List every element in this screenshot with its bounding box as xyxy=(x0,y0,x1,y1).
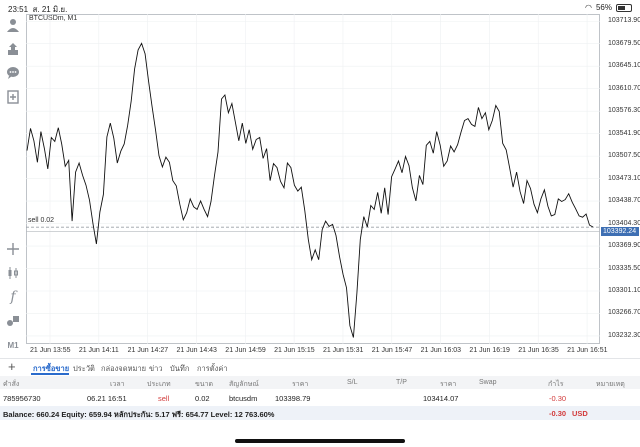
col-profit: กำไร xyxy=(548,381,564,388)
position-open-price: 103398.79 xyxy=(275,394,311,403)
x-tick-label: 21 Jun 15:47 xyxy=(371,347,413,354)
indicator-f-icon[interactable]: f xyxy=(10,289,16,305)
x-tick-label: 21 Jun 14:43 xyxy=(176,347,217,354)
y-tick-label: 103266.70 xyxy=(608,309,640,317)
deposit-icon[interactable] xyxy=(4,40,22,58)
x-tick-label: 21 Jun 14:11 xyxy=(78,347,119,354)
position-price: 103414.07 xyxy=(423,394,459,403)
user-icon[interactable] xyxy=(4,16,22,34)
chart-symbol-label: BTCUSDm, M1 xyxy=(29,15,78,22)
y-tick-label: 103679.50 xyxy=(608,39,640,47)
x-tick-label: 21 Jun 16:03 xyxy=(420,347,462,354)
crosshair-icon[interactable] xyxy=(4,240,22,258)
y-tick-label: 103610.70 xyxy=(608,84,640,92)
objects-icon[interactable] xyxy=(4,312,22,330)
col-type: ประเภท xyxy=(147,381,171,388)
account-summary-text: Balance: 660.24 Equity: 659.94 หลักประกั… xyxy=(3,410,275,419)
battery-icon xyxy=(616,3,632,12)
x-tick-label: 21 Jun 15:15 xyxy=(274,347,315,354)
y-tick-label: 103576.30 xyxy=(608,107,640,115)
tab-journal[interactable]: บันทึก xyxy=(170,364,190,373)
status-bar: 23:51 ส. 21 มิ.ย. ◠ 56% xyxy=(0,0,640,14)
tab-history[interactable]: ประวัติ xyxy=(73,364,95,373)
price-chart[interactable]: BTCUSDm, M1 103713.90 103679.50 103645.10 1… xyxy=(26,14,640,358)
position-type: sell xyxy=(158,394,170,403)
position-symbol: btcusdm xyxy=(229,394,258,403)
y-tick-label: 103369.90 xyxy=(608,242,640,250)
total-profit: -0.30 xyxy=(549,409,567,418)
y-tick-label: 103404.30 xyxy=(608,219,640,227)
battery-percent: 56% xyxy=(595,3,612,12)
x-tick-label: 21 Jun 14:27 xyxy=(127,347,169,354)
y-tick-label: 103713.90 xyxy=(608,17,640,25)
col-size: ขนาด xyxy=(195,381,214,388)
y-tick-label: 103438.70 xyxy=(608,197,640,205)
y-tick-label: 103232.30 xyxy=(608,331,640,339)
wifi-icon: ◠ xyxy=(585,3,592,12)
account-summary: Balance: 660.24 Equity: 659.94 หลักประกั… xyxy=(0,406,640,420)
price-series-line xyxy=(26,42,594,338)
terminal-tabs: + การซื้อขาย ประวัติ กล่องจดหมาย ข่าว บั… xyxy=(0,358,640,375)
y-tick-label: 103335.50 xyxy=(608,264,640,272)
add-order-icon[interactable]: + xyxy=(8,359,16,374)
position-profit: -0.30 xyxy=(549,394,567,403)
x-tick-label: 21 Jun 16:19 xyxy=(469,347,510,354)
tab-trade[interactable]: การซื้อขาย xyxy=(33,364,70,373)
position-row[interactable]: 785956730 06.21 16:51 sell 0.02 btcusdm … xyxy=(0,391,640,405)
chart-canvas[interactable] xyxy=(26,14,640,358)
position-time: 06.21 16:51 xyxy=(87,394,127,403)
position-size: 0.02 xyxy=(195,394,210,403)
x-tick-label: 21 Jun 13:55 xyxy=(30,347,71,354)
timeframe-button[interactable]: M1 xyxy=(7,340,19,350)
col-current-price: ราคา xyxy=(440,381,457,388)
plot-area xyxy=(26,14,600,344)
x-tick-label: 21 Jun 16:51 xyxy=(567,347,608,354)
status-right: ◠ 56% xyxy=(585,3,632,12)
col-tp: T/P xyxy=(396,379,407,386)
add-chart-icon[interactable] xyxy=(4,88,22,106)
current-price-tag: 103392.24 xyxy=(601,226,639,236)
x-tick-label: 21 Jun 14:59 xyxy=(225,347,266,354)
chart-toolbar: f M1 xyxy=(0,14,26,354)
col-price: ราคา xyxy=(292,381,309,388)
y-tick-label: 103473.10 xyxy=(608,174,640,182)
tab-news[interactable]: ข่าว xyxy=(149,364,163,373)
col-swap: Swap xyxy=(479,379,497,386)
positions-header: คำสั่ง เวลา ประเภท ขนาด สัญลักษณ์ ราคา S… xyxy=(0,376,640,389)
y-tick-label: 103645.10 xyxy=(608,62,640,70)
col-order: คำสั่ง xyxy=(3,381,20,388)
col-time: เวลา xyxy=(110,381,125,388)
col-comment: หมายเหตุ xyxy=(596,381,625,388)
tab-mailbox[interactable]: กล่องจดหมาย xyxy=(101,364,147,373)
tab-settings[interactable]: การตั้งค่า xyxy=(197,364,228,373)
col-symbol: สัญลักษณ์ xyxy=(229,381,259,388)
y-tick-label: 103301.10 xyxy=(608,287,640,294)
x-tick-label: 21 Jun 15:31 xyxy=(322,347,364,354)
chat-icon[interactable] xyxy=(4,64,22,82)
active-tab-indicator xyxy=(31,373,69,375)
y-tick-label: 103507.50 xyxy=(608,152,640,160)
home-indicator[interactable] xyxy=(235,439,405,443)
status-time-date: 23:51 ส. 21 มิ.ย. xyxy=(8,5,68,14)
col-sl: S/L xyxy=(347,379,358,386)
currency: USD xyxy=(572,409,588,418)
y-tick-label: 103541.90 xyxy=(608,129,640,137)
sell-line-label: sell 0.02 xyxy=(28,217,55,225)
candles-icon[interactable] xyxy=(4,264,22,282)
position-ticket: 785956730 xyxy=(3,394,41,403)
x-tick-label: 21 Jun 16:35 xyxy=(518,347,559,354)
